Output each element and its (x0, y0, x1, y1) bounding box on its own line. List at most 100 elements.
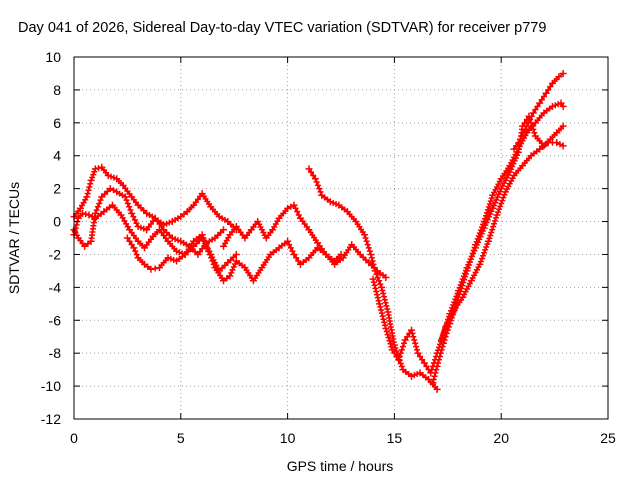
series-marker (132, 199, 139, 206)
series-marker (453, 293, 460, 300)
series-marker (221, 216, 228, 223)
data-point (375, 300, 383, 308)
series-marker (480, 252, 487, 259)
series-marker (461, 270, 468, 277)
series-marker (281, 240, 288, 247)
series-marker (214, 211, 221, 218)
series-marker (431, 373, 438, 380)
y-tick-label: 8 (53, 82, 61, 98)
series-marker (510, 160, 517, 167)
series-marker (162, 235, 169, 242)
series-marker (167, 255, 174, 262)
series-marker (287, 244, 294, 251)
series-marker (91, 168, 98, 175)
series-marker (553, 75, 560, 82)
series-marker (294, 208, 301, 215)
series-marker (75, 208, 82, 215)
series-marker (497, 203, 504, 210)
x-tick-label: 5 (177, 430, 185, 446)
data-point (542, 89, 550, 97)
series-marker (405, 371, 412, 378)
series-marker (452, 296, 459, 303)
series-marker (519, 132, 526, 139)
y-tick-label: 10 (45, 49, 61, 65)
series-marker (381, 296, 388, 303)
series-marker (246, 229, 253, 236)
series-marker (484, 241, 491, 248)
series-marker (188, 204, 195, 211)
series-marker (488, 229, 495, 236)
series-marker (460, 273, 467, 280)
series-marker (525, 155, 532, 162)
series-marker (341, 206, 348, 213)
series-marker (514, 152, 521, 159)
series-marker (387, 340, 394, 347)
series-marker (373, 288, 380, 295)
series-marker (438, 346, 445, 353)
series-marker (413, 346, 420, 353)
series-marker (538, 112, 545, 119)
series-marker (131, 216, 138, 223)
data-point (85, 211, 93, 219)
series-marker (489, 226, 496, 233)
series-marker (384, 305, 391, 312)
series-marker (373, 271, 380, 278)
data-point (205, 247, 213, 255)
series-marker (314, 182, 321, 189)
series-marker (174, 215, 181, 222)
series-marker (374, 294, 381, 301)
series-marker (375, 297, 382, 304)
series-marker (188, 240, 195, 247)
series-marker (487, 198, 494, 205)
series-marker (496, 206, 503, 213)
series-marker (468, 253, 475, 260)
series-group (123, 231, 345, 285)
series-marker (379, 287, 386, 294)
series-marker (449, 304, 456, 311)
series-marker (391, 350, 398, 357)
series-marker (448, 307, 455, 314)
series-marker (98, 210, 105, 217)
y-tick-label: 6 (53, 115, 61, 131)
series-marker (380, 316, 387, 323)
series-marker (448, 314, 455, 321)
series-marker (444, 319, 451, 326)
series-group (510, 69, 567, 153)
y-tick-label: -8 (49, 345, 62, 361)
series-marker (479, 227, 486, 234)
series-marker (386, 337, 393, 344)
data-point (369, 275, 377, 283)
series-marker (445, 316, 452, 323)
series-marker (310, 172, 317, 179)
series-marker (440, 331, 447, 338)
series-marker (492, 199, 499, 206)
series-marker (486, 235, 493, 242)
series-marker (432, 369, 439, 376)
series-marker (530, 126, 537, 133)
series-marker (87, 180, 94, 187)
series-marker (558, 125, 565, 132)
data-point (123, 234, 131, 242)
series-marker (139, 259, 146, 266)
series-marker (435, 360, 442, 367)
series-marker (423, 363, 430, 370)
series-marker (525, 119, 532, 126)
series-marker (509, 175, 516, 182)
series-marker (483, 209, 490, 216)
series-group (369, 139, 567, 377)
series-marker (209, 236, 216, 243)
series-marker (110, 174, 117, 181)
series-marker (528, 113, 535, 120)
series-marker (181, 211, 188, 218)
series-marker (483, 244, 490, 251)
series-marker (465, 261, 472, 268)
series-marker (385, 334, 392, 341)
series-marker (546, 105, 553, 112)
y-tick-label: 0 (53, 214, 61, 230)
series-marker (286, 241, 293, 248)
series-marker (170, 256, 177, 263)
series-marker (520, 129, 527, 136)
y-tick-labels: 10 8 6 4 2 0 -2 -4 -6 -8 -10 -12 (41, 49, 61, 427)
series-marker (409, 330, 416, 337)
